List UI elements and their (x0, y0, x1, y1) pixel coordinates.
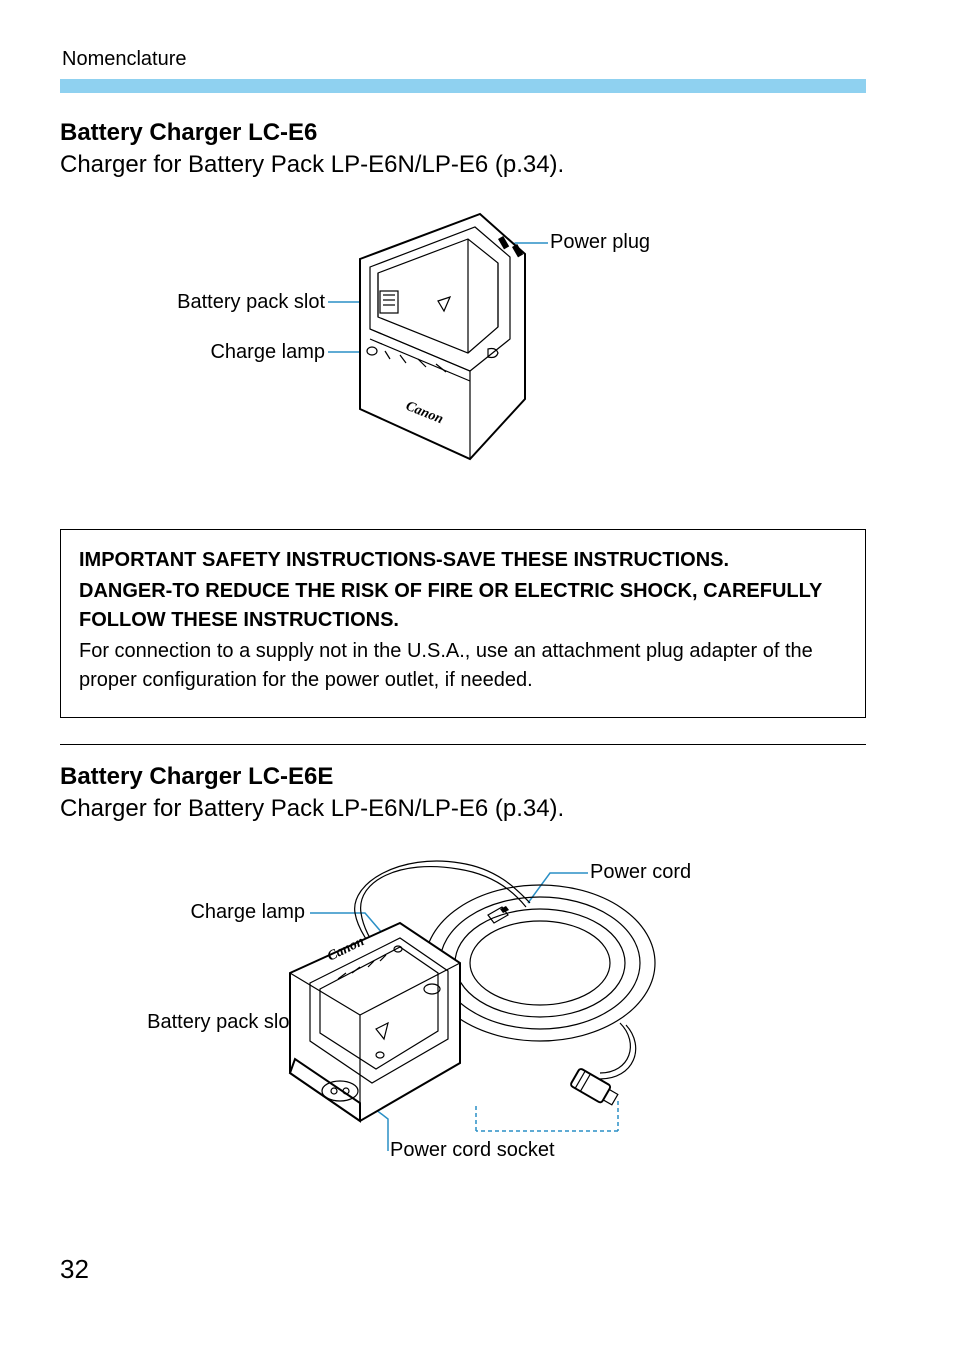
page-header: Nomenclature (62, 48, 866, 71)
section-1-desc: Charger for Battery Pack LP-E6N/LP-E6 (p… (60, 151, 866, 179)
section-2-desc: Charger for Battery Pack LP-E6N/LP-E6 (p… (60, 795, 866, 823)
charger-lc-e6e-diagram: Canon (200, 843, 760, 1193)
section-divider (60, 744, 866, 745)
diagram-2-container: Charge lamp Battery pack slot Power cord… (60, 843, 866, 1213)
safety-bold-line-2: DANGER-TO REDUCE THE RISK OF FIRE OR ELE… (79, 577, 847, 635)
safety-text: For connection to a supply not in the U.… (79, 637, 847, 695)
safety-bold-line-1: IMPORTANT SAFETY INSTRUCTIONS-SAVE THESE… (79, 546, 847, 575)
section-1-title: Battery Charger LC-E6 (60, 119, 866, 147)
safety-instructions-box: IMPORTANT SAFETY INSTRUCTIONS-SAVE THESE… (60, 529, 866, 718)
header-divider-bar (60, 79, 866, 93)
charger-lc-e6-diagram: · Canon (220, 199, 720, 499)
diagram-1-container: Battery pack slot Charge lamp Power plug (60, 199, 866, 499)
page-number: 32 (60, 1254, 89, 1285)
section-2-title: Battery Charger LC-E6E (60, 763, 866, 791)
